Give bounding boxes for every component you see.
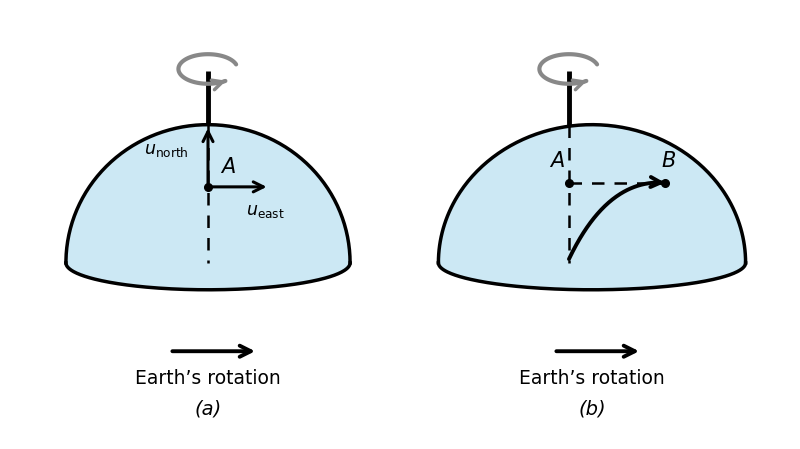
Text: Earth’s rotation: Earth’s rotation <box>135 369 281 387</box>
Text: $u_{\rm north}$: $u_{\rm north}$ <box>144 141 189 159</box>
Polygon shape <box>438 125 746 290</box>
Text: $u_{\rm east}$: $u_{\rm east}$ <box>246 202 285 220</box>
Text: (b): (b) <box>578 399 606 418</box>
Text: $B$: $B$ <box>661 151 676 171</box>
Text: $A$: $A$ <box>549 151 565 171</box>
Polygon shape <box>66 125 350 290</box>
Text: $A$: $A$ <box>219 157 235 177</box>
Text: (a): (a) <box>194 399 222 418</box>
Text: Earth’s rotation: Earth’s rotation <box>519 369 665 387</box>
